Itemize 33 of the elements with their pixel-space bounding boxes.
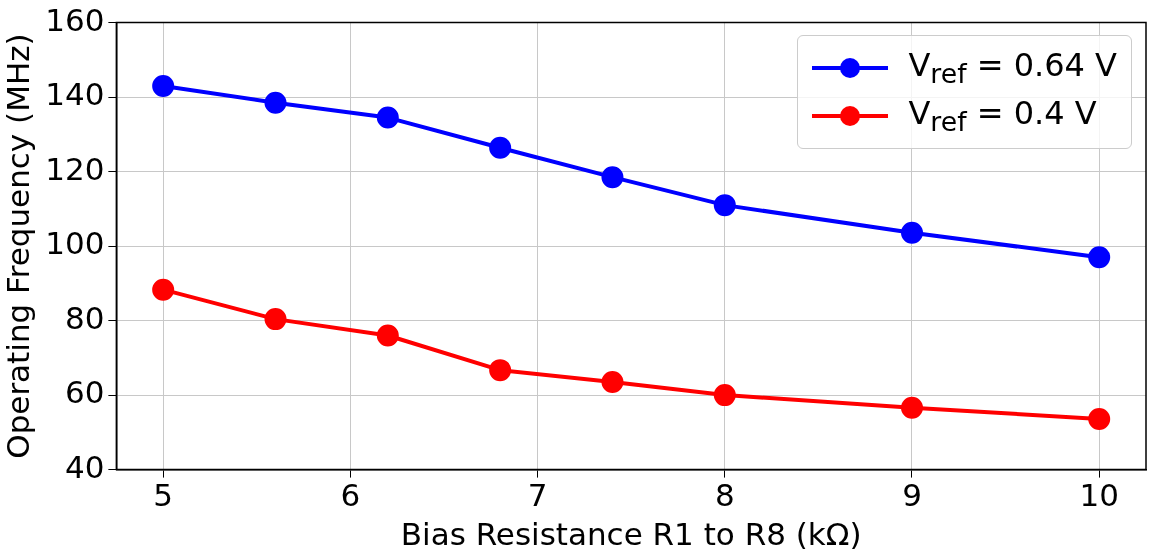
y-tick-label: 80 bbox=[64, 299, 105, 336]
legend-label: V$_{ref}$ = 0.4 V bbox=[908, 93, 1097, 138]
point bbox=[152, 278, 175, 301]
point bbox=[601, 371, 624, 394]
x-tick-label: 8 bbox=[714, 477, 735, 514]
y-tick-label: 40 bbox=[64, 448, 105, 485]
point bbox=[601, 166, 624, 189]
point bbox=[489, 359, 512, 382]
point bbox=[713, 194, 736, 217]
x-tick-label: 9 bbox=[902, 477, 922, 514]
y-tick-label: 100 bbox=[45, 225, 105, 262]
x-tick-label: 5 bbox=[153, 477, 174, 514]
x-tick-label: 6 bbox=[340, 477, 361, 514]
x-tick-label: 10 bbox=[1079, 477, 1119, 514]
y-tick-label: 160 bbox=[45, 1, 105, 38]
point bbox=[713, 384, 736, 407]
point bbox=[376, 106, 399, 129]
x-axis-title: Bias Resistance R1 to R8 (kΩ) bbox=[400, 516, 862, 553]
point bbox=[1088, 407, 1111, 430]
y-axis-title: Operating Frequency (MHz) bbox=[0, 33, 36, 459]
point bbox=[900, 221, 923, 244]
point bbox=[152, 74, 175, 97]
point bbox=[376, 324, 399, 347]
y-tick-label: 60 bbox=[64, 374, 105, 411]
y-tick-label: 140 bbox=[45, 76, 105, 113]
point bbox=[264, 308, 287, 331]
legend-label: V$_{ref}$ = 0.64 V bbox=[908, 45, 1117, 90]
x-tick-label: 7 bbox=[527, 477, 548, 514]
point bbox=[489, 136, 512, 159]
y-tick-label: 120 bbox=[45, 150, 105, 187]
point bbox=[1088, 246, 1111, 269]
point bbox=[264, 91, 287, 114]
point bbox=[900, 396, 923, 419]
